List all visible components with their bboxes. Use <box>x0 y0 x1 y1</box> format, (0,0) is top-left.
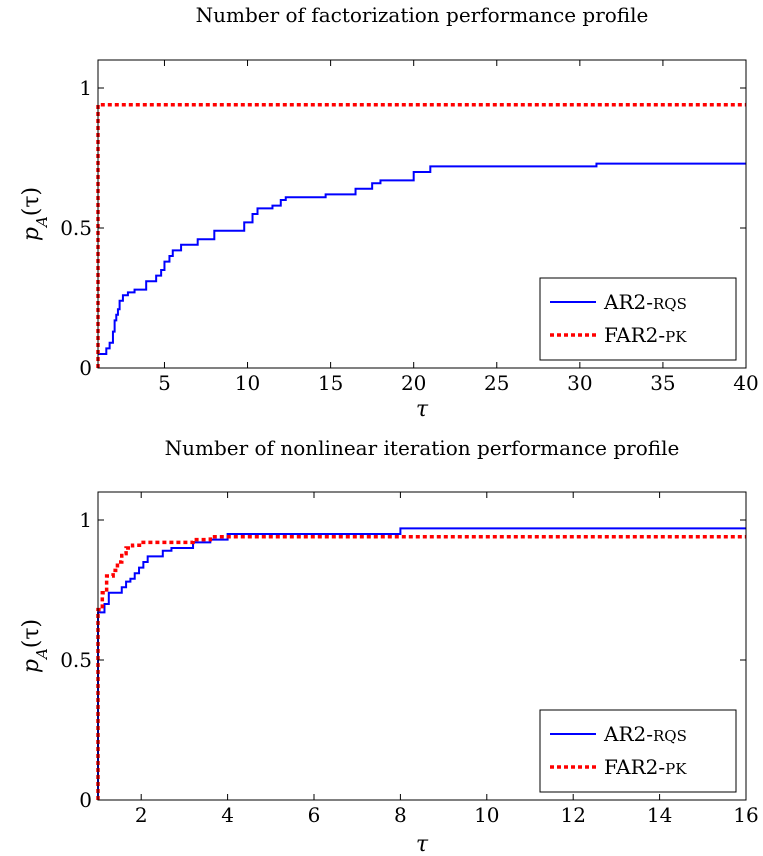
y-axis-label: pA(τ) <box>19 187 51 241</box>
x-tick-label: 8 <box>394 803 407 827</box>
chart-factorization-profile: Number of factorization performance prof… <box>19 3 759 422</box>
legend-label-ar2-rqs: AR2-RQS <box>603 722 687 746</box>
legend-label-main: FAR2- <box>604 755 665 779</box>
series-line-ar2-rqs <box>98 162 746 355</box>
series-line-far2-pk <box>96 535 746 800</box>
chart-title: Number of nonlinear iteration performanc… <box>165 436 680 460</box>
x-tick-label: 4 <box>221 803 234 827</box>
legend-label-smallcaps: PK <box>665 328 687 346</box>
x-axis-label: τ <box>416 397 429 422</box>
x-tick-label: 35 <box>650 371 675 395</box>
y-axis-label-sub: A <box>33 216 51 229</box>
y-axis-label: pA(τ) <box>19 619 51 673</box>
y-axis-label-arg: (τ) <box>19 619 44 648</box>
plot-frame <box>97 59 747 369</box>
y-tick-label: 0.5 <box>60 216 92 240</box>
y-axis-label-arg: (τ) <box>19 187 44 216</box>
x-tick-label: 20 <box>401 371 426 395</box>
plot-frame <box>97 491 747 801</box>
legend-box <box>539 277 737 361</box>
y-tick-label: 0.5 <box>60 648 92 672</box>
legend-label-ar2-rqs: AR2-RQS <box>603 290 687 314</box>
series-group <box>96 527 746 800</box>
x-tick-label: 10 <box>474 803 499 827</box>
legend-label-far2-pk: FAR2-PK <box>604 323 687 347</box>
legend-label-main: AR2- <box>603 290 653 314</box>
x-tick-label: 14 <box>647 803 672 827</box>
x-tick-label: 25 <box>484 371 509 395</box>
y-axis-label-sub: A <box>33 648 51 661</box>
x-axis-label: τ <box>416 832 429 856</box>
x-tick-label: 30 <box>567 371 592 395</box>
y-tick-label: 0 <box>79 356 92 380</box>
x-tick-label: 15 <box>318 371 343 395</box>
legend: AR2-RQS FAR2-PK <box>539 277 737 361</box>
legend-label-main: FAR2- <box>604 323 665 347</box>
x-tick-label: 5 <box>158 371 171 395</box>
legend-label-smallcaps: RQS <box>653 295 687 313</box>
chart-nonlinear-iteration-profile: Number of nonlinear iteration performanc… <box>19 436 759 856</box>
x-tick-label: 40 <box>733 371 758 395</box>
x-tick-label: 16 <box>733 803 758 827</box>
legend-box <box>539 709 737 793</box>
y-axis-label-main: p <box>19 659 44 673</box>
legend-label-far2-pk: FAR2-PK <box>604 755 687 779</box>
x-tick-label: 2 <box>135 803 148 827</box>
legend: AR2-RQS FAR2-PK <box>539 709 737 793</box>
legend-label-smallcaps: PK <box>665 760 687 778</box>
legend-label-smallcaps: RQS <box>653 727 687 745</box>
x-tick-label: 6 <box>308 803 321 827</box>
y-tick-label: 1 <box>79 76 92 100</box>
chart-title: Number of factorization performance prof… <box>196 3 649 27</box>
x-tick-label: 10 <box>235 371 260 395</box>
y-tick-label: 1 <box>79 508 92 532</box>
y-axis-label-main: p <box>19 227 44 241</box>
legend-label-main: AR2- <box>603 722 653 746</box>
y-tick-label: 0 <box>79 788 92 812</box>
x-tick-label: 12 <box>560 803 585 827</box>
